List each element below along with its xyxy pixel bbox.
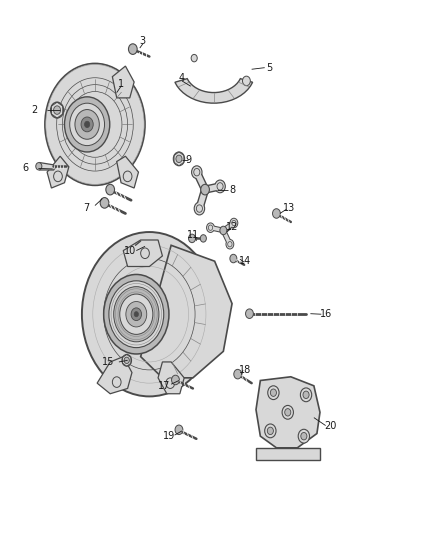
- Circle shape: [166, 378, 175, 389]
- Polygon shape: [37, 163, 56, 170]
- Circle shape: [201, 184, 209, 195]
- Circle shape: [114, 287, 159, 342]
- Text: 11: 11: [187, 230, 199, 240]
- Text: 19: 19: [163, 431, 175, 441]
- Text: 4: 4: [179, 73, 185, 83]
- Circle shape: [230, 218, 238, 228]
- Circle shape: [106, 184, 115, 195]
- Circle shape: [176, 155, 182, 163]
- Text: 16: 16: [319, 309, 332, 319]
- Polygon shape: [158, 362, 184, 394]
- Text: 15: 15: [102, 357, 114, 367]
- Circle shape: [300, 388, 312, 402]
- Circle shape: [194, 202, 205, 215]
- Text: 2: 2: [31, 105, 37, 115]
- Circle shape: [123, 171, 132, 182]
- Text: 3: 3: [140, 36, 146, 46]
- Circle shape: [207, 223, 215, 232]
- Circle shape: [64, 97, 110, 152]
- Circle shape: [272, 209, 280, 218]
- Circle shape: [191, 166, 202, 179]
- Circle shape: [124, 357, 129, 364]
- Circle shape: [82, 232, 217, 397]
- Text: 14: 14: [239, 256, 251, 266]
- Circle shape: [285, 409, 291, 416]
- Circle shape: [234, 369, 242, 379]
- Circle shape: [126, 302, 147, 327]
- Polygon shape: [256, 377, 320, 448]
- Circle shape: [53, 106, 60, 114]
- Polygon shape: [256, 448, 320, 460]
- Text: 5: 5: [266, 63, 272, 72]
- Polygon shape: [97, 357, 132, 394]
- Polygon shape: [175, 79, 253, 103]
- Circle shape: [188, 234, 195, 243]
- Circle shape: [298, 429, 310, 443]
- Circle shape: [131, 308, 141, 320]
- Circle shape: [270, 389, 276, 397]
- Circle shape: [100, 198, 109, 208]
- Text: 1: 1: [118, 78, 124, 88]
- Polygon shape: [47, 156, 69, 188]
- Text: 20: 20: [324, 421, 336, 431]
- Circle shape: [226, 239, 234, 249]
- Text: 8: 8: [229, 184, 235, 195]
- Circle shape: [141, 248, 149, 259]
- Circle shape: [303, 391, 309, 399]
- Circle shape: [81, 117, 93, 132]
- Text: 17: 17: [159, 381, 171, 391]
- Polygon shape: [123, 240, 162, 266]
- Circle shape: [134, 312, 138, 317]
- Circle shape: [191, 54, 197, 62]
- Circle shape: [104, 274, 169, 354]
- Circle shape: [120, 294, 153, 334]
- Polygon shape: [141, 245, 232, 378]
- Circle shape: [267, 427, 273, 434]
- Circle shape: [50, 102, 64, 118]
- Circle shape: [220, 226, 227, 235]
- Circle shape: [172, 375, 180, 385]
- Text: 13: 13: [283, 203, 295, 213]
- Circle shape: [128, 44, 137, 54]
- Circle shape: [200, 235, 206, 242]
- Circle shape: [215, 180, 225, 193]
- Text: 12: 12: [226, 222, 238, 232]
- Text: 6: 6: [22, 164, 28, 173]
- Polygon shape: [113, 66, 134, 98]
- Text: 10: 10: [124, 246, 136, 256]
- Circle shape: [265, 424, 276, 438]
- Circle shape: [230, 254, 237, 263]
- Circle shape: [36, 163, 42, 170]
- Circle shape: [122, 354, 131, 366]
- Circle shape: [70, 103, 105, 146]
- Circle shape: [301, 432, 307, 440]
- Circle shape: [113, 377, 121, 387]
- Polygon shape: [117, 156, 138, 188]
- Text: 18: 18: [239, 365, 251, 375]
- Circle shape: [175, 425, 183, 434]
- Circle shape: [243, 76, 251, 86]
- Circle shape: [75, 110, 99, 139]
- Circle shape: [53, 171, 62, 182]
- Text: 9: 9: [185, 156, 191, 165]
- Circle shape: [109, 281, 164, 348]
- Circle shape: [246, 309, 253, 318]
- Circle shape: [268, 386, 279, 400]
- Text: 7: 7: [83, 203, 89, 213]
- Circle shape: [282, 406, 293, 419]
- Circle shape: [45, 63, 145, 185]
- Circle shape: [173, 152, 185, 166]
- Circle shape: [85, 121, 90, 127]
